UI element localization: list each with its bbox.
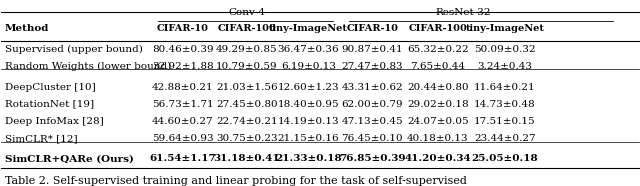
Text: CIFAR-100: CIFAR-100 xyxy=(218,24,276,33)
Text: 21.15±0.16: 21.15±0.16 xyxy=(278,134,339,143)
Text: SimCLR* [12]: SimCLR* [12] xyxy=(4,134,77,143)
Text: 21.03±1.56: 21.03±1.56 xyxy=(216,83,278,92)
Text: 47.13±0.45: 47.13±0.45 xyxy=(341,117,403,126)
Text: 80.46±0.39: 80.46±0.39 xyxy=(152,45,214,54)
Text: 43.31±0.62: 43.31±0.62 xyxy=(341,83,403,92)
Text: 24.07±0.05: 24.07±0.05 xyxy=(407,117,468,126)
Text: CIFAR-100: CIFAR-100 xyxy=(408,24,467,33)
Text: 59.64±0.93: 59.64±0.93 xyxy=(152,134,214,143)
Text: SimCLR+QARe (Ours): SimCLR+QARe (Ours) xyxy=(4,154,134,163)
Text: DeepCluster [10]: DeepCluster [10] xyxy=(4,83,95,92)
Text: 22.74±0.21: 22.74±0.21 xyxy=(216,117,278,126)
Text: 65.32±0.22: 65.32±0.22 xyxy=(407,45,468,54)
Text: 27.47±0.83: 27.47±0.83 xyxy=(341,62,403,71)
Text: 3.24±0.43: 3.24±0.43 xyxy=(477,62,532,71)
Text: 21.33±0.18: 21.33±0.18 xyxy=(275,154,342,163)
Text: 14.73±0.48: 14.73±0.48 xyxy=(474,100,536,109)
Text: 12.60±1.23: 12.60±1.23 xyxy=(278,83,339,92)
Text: tiny-ImageNet: tiny-ImageNet xyxy=(269,24,348,33)
Text: 42.88±0.21: 42.88±0.21 xyxy=(152,83,214,92)
Text: 32.92±1.88: 32.92±1.88 xyxy=(152,62,214,71)
Text: CIFAR-10: CIFAR-10 xyxy=(157,24,209,33)
Text: Table 2. Self-supervised training and linear probing for the task of self-superv: Table 2. Self-supervised training and li… xyxy=(4,176,467,186)
Text: 29.02±0.18: 29.02±0.18 xyxy=(407,100,468,109)
Text: RotationNet [19]: RotationNet [19] xyxy=(4,100,93,109)
Text: 18.40±0.95: 18.40±0.95 xyxy=(278,100,339,109)
Text: 61.54±1.17: 61.54±1.17 xyxy=(150,154,216,163)
Text: Method: Method xyxy=(4,24,49,33)
Text: 76.45±0.10: 76.45±0.10 xyxy=(341,134,403,143)
Text: Conv-4: Conv-4 xyxy=(228,8,265,17)
Text: 31.18±0.41: 31.18±0.41 xyxy=(213,154,280,163)
Text: CIFAR-10: CIFAR-10 xyxy=(346,24,398,33)
Text: Supervised (upper bound): Supervised (upper bound) xyxy=(4,45,143,54)
Text: 7.65±0.44: 7.65±0.44 xyxy=(410,62,465,71)
Text: 14.19±0.13: 14.19±0.13 xyxy=(278,117,339,126)
Text: 6.19±0.13: 6.19±0.13 xyxy=(281,62,336,71)
Text: 27.45±0.80: 27.45±0.80 xyxy=(216,100,278,109)
Text: 50.09±0.32: 50.09±0.32 xyxy=(474,45,536,54)
Text: 62.00±0.79: 62.00±0.79 xyxy=(341,100,403,109)
Text: 90.87±0.41: 90.87±0.41 xyxy=(341,45,403,54)
Text: 40.18±0.13: 40.18±0.13 xyxy=(407,134,468,143)
Text: 23.44±0.27: 23.44±0.27 xyxy=(474,134,536,143)
Text: 17.51±0.15: 17.51±0.15 xyxy=(474,117,536,126)
Text: Random Weights (lower bound): Random Weights (lower bound) xyxy=(4,62,171,71)
Text: 44.60±0.27: 44.60±0.27 xyxy=(152,117,214,126)
Text: 20.44±0.80: 20.44±0.80 xyxy=(407,83,468,92)
Text: 76.85±0.39: 76.85±0.39 xyxy=(339,154,406,163)
Text: 30.75±0.23: 30.75±0.23 xyxy=(216,134,278,143)
Text: tiny-ImageNet: tiny-ImageNet xyxy=(465,24,544,33)
Text: ResNet-32: ResNet-32 xyxy=(436,8,491,17)
Text: 36.47±0.36: 36.47±0.36 xyxy=(278,45,339,54)
Text: Deep InfoMax [28]: Deep InfoMax [28] xyxy=(4,117,103,126)
Text: 10.79±0.59: 10.79±0.59 xyxy=(216,62,278,71)
Text: 11.64±0.21: 11.64±0.21 xyxy=(474,83,536,92)
Text: 41.20±0.34: 41.20±0.34 xyxy=(404,154,471,163)
Text: 25.05±0.18: 25.05±0.18 xyxy=(472,154,538,163)
Text: 56.73±1.71: 56.73±1.71 xyxy=(152,100,214,109)
Text: 49.29±0.85: 49.29±0.85 xyxy=(216,45,278,54)
